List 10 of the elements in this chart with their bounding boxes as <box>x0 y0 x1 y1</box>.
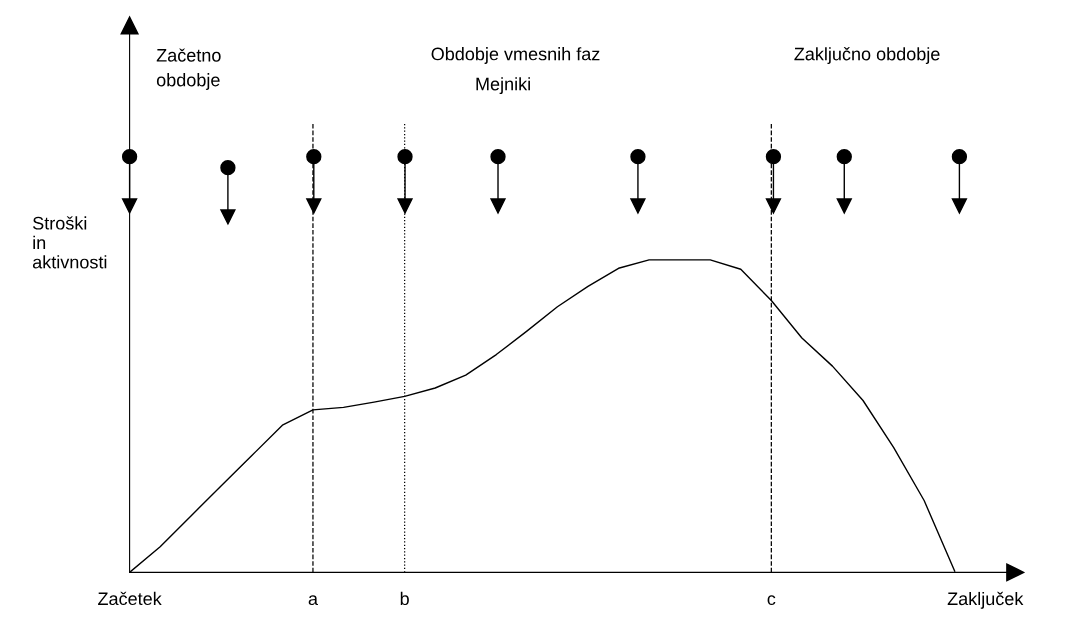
x-tick-label: Zaključek <box>947 591 1024 609</box>
x-tick-label: Začetek <box>98 591 162 606</box>
x-tick-label: a <box>308 595 318 606</box>
text: Zaključno obdobje <box>794 47 940 64</box>
text: Začetno obdobje <box>156 48 221 90</box>
x-tick-label: c <box>767 595 776 606</box>
text: Obdobje vmesnih faz <box>431 47 600 64</box>
text: Mejniki <box>476 77 530 95</box>
x-tick-label: b <box>400 591 409 606</box>
y-axis-title: Stroški in aktivnosti <box>32 216 107 269</box>
